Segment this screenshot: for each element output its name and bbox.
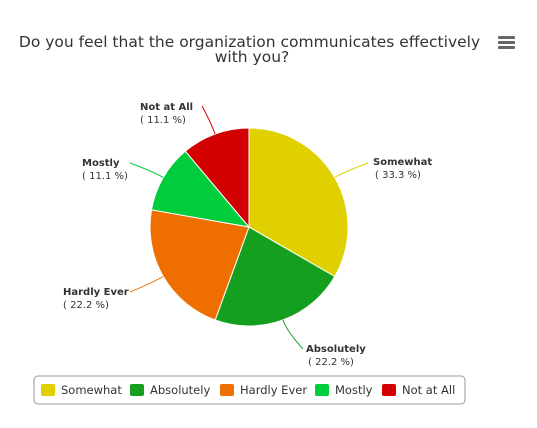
data-label-name-somewhat: Somewhat bbox=[373, 157, 432, 168]
data-label-mostly: Mostly ( 11.1 %) bbox=[82, 158, 128, 182]
legend-item-not-at-all[interactable]: Not at All bbox=[382, 383, 455, 397]
data-label-value-absolutely: ( 22.2 %) bbox=[308, 357, 354, 368]
pie-slice-mostly[interactable] bbox=[150, 150, 251, 228]
connector-hardly-ever bbox=[129, 276, 164, 293]
data-label-name-absolutely: Absolutely bbox=[306, 344, 366, 355]
data-labels: Somewhat ( 33.3 %) Absolutely ( 22.2 %) … bbox=[63, 102, 432, 368]
legend-label-somewhat: Somewhat bbox=[61, 383, 122, 397]
chart-title-line-2: with you? bbox=[215, 48, 290, 66]
data-label-hardly-ever: Hardly Ever ( 22.2 %) bbox=[63, 287, 129, 311]
legend-item-somewhat[interactable]: Somewhat bbox=[41, 383, 122, 397]
connector-absolutely bbox=[282, 319, 304, 350]
legend-label-mostly: Mostly bbox=[335, 383, 373, 397]
connector-somewhat bbox=[334, 162, 369, 178]
data-label-absolutely: Absolutely ( 22.2 %) bbox=[306, 344, 366, 368]
data-label-not-at-all: Not at All ( 11.1 %) bbox=[140, 102, 193, 126]
legend-swatch-somewhat bbox=[41, 384, 55, 396]
legend-item-absolutely[interactable]: Absolutely bbox=[130, 383, 210, 397]
legend-label-hardly-ever: Hardly Ever bbox=[240, 383, 307, 397]
legend-item-hardly-ever[interactable]: Hardly Ever bbox=[220, 383, 307, 397]
data-label-value-somewhat: ( 33.3 %) bbox=[375, 170, 421, 181]
pie-slices bbox=[149, 127, 349, 327]
data-label-value-hardly-ever: ( 22.2 %) bbox=[63, 300, 109, 311]
data-label-value-mostly: ( 11.1 %) bbox=[82, 171, 128, 182]
chart-legend: Somewhat Absolutely Hardly Ever Mostly N… bbox=[33, 375, 466, 405]
legend-label-absolutely: Absolutely bbox=[150, 383, 210, 397]
data-label-name-mostly: Mostly bbox=[82, 158, 120, 169]
pie-slice-absolutely[interactable] bbox=[214, 226, 336, 327]
legend-box bbox=[33, 375, 466, 405]
legend-swatch-absolutely bbox=[130, 384, 144, 396]
data-label-name-not-at-all: Not at All bbox=[140, 102, 193, 113]
pie-slice-hardly-ever[interactable] bbox=[149, 209, 250, 321]
data-label-value-not-at-all: ( 11.1 %) bbox=[140, 115, 186, 126]
legend-swatch-not-at-all bbox=[382, 384, 396, 396]
legend-item-mostly[interactable]: Mostly bbox=[315, 383, 373, 397]
pie-slice-not-at-all[interactable] bbox=[184, 127, 250, 229]
legend-swatch-hardly-ever bbox=[220, 384, 234, 396]
connector-mostly bbox=[129, 162, 164, 178]
data-label-name-hardly-ever: Hardly Ever bbox=[63, 287, 129, 298]
legend-swatch-mostly bbox=[315, 384, 329, 396]
chart-title: Do you feel that the organization commun… bbox=[19, 33, 485, 66]
chart-menu-button[interactable] bbox=[494, 32, 520, 54]
data-label-somewhat: Somewhat ( 33.3 %) bbox=[373, 157, 432, 181]
hamburger-menu-icon bbox=[498, 36, 515, 49]
connector-not-at-all bbox=[201, 105, 216, 135]
chart-title-line-1: Do you feel that the organization commun… bbox=[19, 33, 480, 51]
legend-label-not-at-all: Not at All bbox=[402, 383, 455, 397]
data-label-connectors bbox=[129, 105, 369, 350]
